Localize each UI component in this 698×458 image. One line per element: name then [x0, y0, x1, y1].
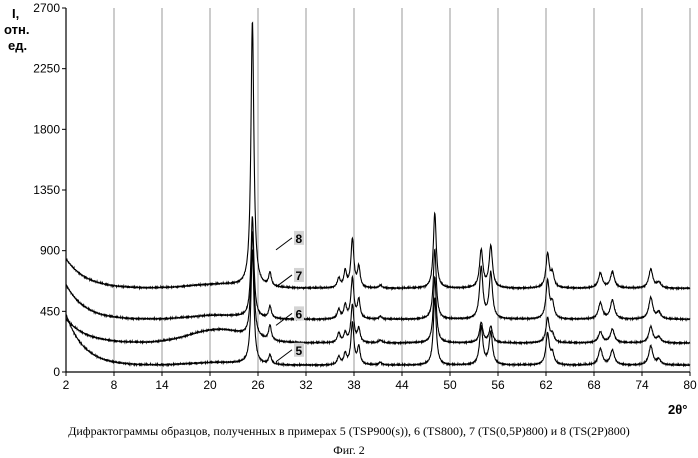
y-tick-label-6: 2700	[33, 1, 60, 15]
x-tick-label-0: 2	[63, 378, 70, 392]
series-label-7: 7	[296, 269, 303, 283]
y-axis-label-line-2: отн.	[4, 22, 29, 37]
x-tick-label-1: 8	[111, 378, 118, 392]
x-tick-label-9: 56	[491, 378, 505, 392]
y-tick-label-2: 900	[40, 244, 60, 258]
y-axis-label-line-3: ед.	[8, 38, 27, 53]
y-tick-labels: 0 450 900 1350 1800 2250 2700	[33, 1, 66, 379]
x-tick-label-13: 80	[683, 378, 697, 392]
xrd-chart: 28142026323844505662687480 0450900135018…	[0, 0, 698, 420]
x-tick-label-8: 50	[443, 378, 457, 392]
x-tick-label-6: 38	[347, 378, 361, 392]
series-label-5: 5	[296, 344, 303, 358]
y-tick-label-3: 1350	[33, 183, 60, 197]
x-tick-label-7: 44	[395, 378, 409, 392]
x-axis-label: 2θ°	[668, 402, 687, 417]
series-label-6: 6	[296, 307, 303, 321]
y-tick-label-0: 0	[53, 365, 60, 379]
x-tick-label-4: 26	[251, 378, 265, 392]
x-tick-label-5: 32	[299, 378, 313, 392]
x-tick-labels: 2 8 14 20 26 32 38 44 50 56 62 68 74 80	[63, 372, 697, 392]
y-axis-label-line-1: I,	[12, 6, 19, 21]
x-tick-label-10: 62	[539, 378, 553, 392]
series-label-8: 8	[296, 232, 303, 246]
x-tick-label-2: 14	[155, 378, 169, 392]
y-tick-label-4: 1800	[33, 122, 60, 136]
y-tick-label-1: 450	[40, 304, 60, 318]
figure-number: Фиг. 2	[0, 443, 698, 458]
x-tick-label-3: 20	[203, 378, 217, 392]
figure-caption: Дифрактограммы образцов, полученных в пр…	[0, 424, 698, 439]
x-tick-label-12: 74	[635, 378, 649, 392]
x-tick-label-11: 68	[587, 378, 601, 392]
y-tick-label-5: 2250	[33, 62, 60, 76]
